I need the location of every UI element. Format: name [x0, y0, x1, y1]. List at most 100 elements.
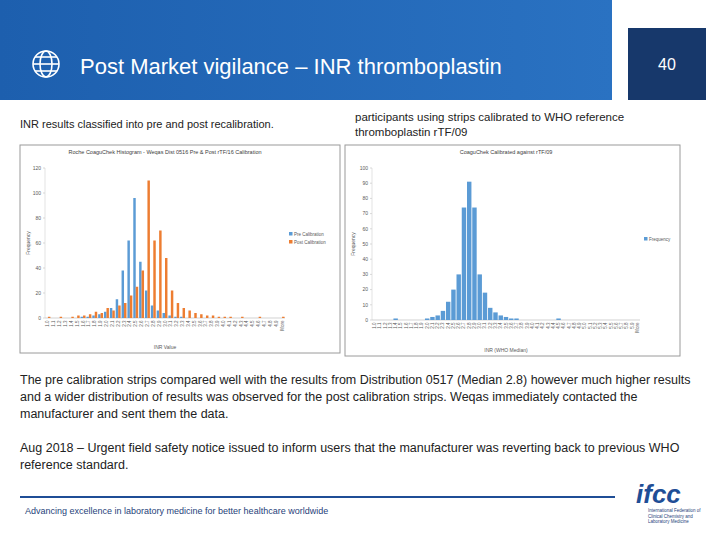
bar	[614, 320, 618, 321]
x-tick-label: 1.3	[388, 322, 393, 329]
x-tick-label: 3.1	[168, 320, 173, 327]
bar	[153, 241, 155, 319]
bar	[425, 318, 429, 320]
bar	[63, 318, 65, 319]
legend-swatch	[289, 240, 293, 244]
footer-text: Advancing excellence in laboratory medic…	[25, 506, 328, 516]
x-tick-label: 1.5	[75, 320, 80, 327]
x-tick-label: 5.8	[624, 322, 629, 329]
caption: participants using strips calibrated to …	[355, 110, 690, 140]
x-tick-label: 5.6	[614, 322, 619, 329]
plot-area	[48, 181, 285, 319]
y-tick-label: 70	[362, 210, 368, 216]
bar	[630, 320, 634, 321]
bar	[598, 320, 602, 321]
y-axis	[45, 168, 46, 318]
bar	[262, 318, 264, 319]
bar	[239, 318, 241, 319]
legend-label: Frequency	[649, 237, 671, 242]
x-tick-label: 5.3	[598, 322, 603, 329]
bar	[625, 320, 629, 321]
bar	[136, 287, 138, 318]
x-tick-label: 3.3	[493, 322, 498, 329]
bar	[157, 311, 159, 319]
y-tick-label: 100	[33, 190, 42, 196]
bar	[221, 318, 223, 319]
bar	[409, 320, 413, 321]
x-tick-label: 3.4	[186, 320, 191, 327]
bar	[215, 318, 217, 319]
x-tick-label: 1.6	[81, 320, 86, 327]
y-tick-label: 20	[362, 286, 368, 292]
x-tick-label: 2.5	[133, 320, 138, 327]
y-axis	[372, 168, 373, 320]
x-tick-label: 2.6	[456, 322, 461, 329]
x-tick-label: 2.9	[157, 320, 162, 327]
x-tick-label: 1.7	[409, 322, 414, 329]
y-tick-label: 50	[362, 241, 368, 247]
bar	[147, 181, 149, 319]
bar	[583, 320, 587, 321]
x-tick-label: 3.6	[198, 320, 203, 327]
bar	[588, 320, 592, 321]
bar	[404, 320, 408, 321]
bar	[65, 318, 67, 319]
x-tick-label: 2.8	[467, 322, 472, 329]
bar	[593, 320, 597, 321]
bar	[227, 318, 229, 319]
x-tick-label: 4.4	[244, 320, 249, 327]
bar	[133, 198, 135, 318]
x-tick-label: 3.5	[504, 322, 509, 329]
x-tick-label: 3.3	[180, 320, 185, 327]
y-tick-label: 20	[35, 290, 41, 296]
bar	[69, 318, 71, 319]
bar	[48, 317, 50, 318]
bar	[499, 315, 503, 320]
y-tick-label: 10	[362, 302, 368, 308]
x-tick-label: 4.3	[239, 320, 244, 327]
y-tick-label: 80	[362, 195, 368, 201]
x-tick-label: 3.9	[215, 320, 220, 327]
bar	[159, 231, 161, 319]
y-tick-label: 60	[35, 240, 41, 246]
x-tick-label: 1.3	[63, 320, 68, 327]
bar	[493, 312, 497, 320]
bar	[98, 314, 100, 318]
bar	[95, 312, 97, 318]
bar	[244, 318, 246, 319]
globe-parallel	[35, 70, 57, 72]
bar	[535, 320, 539, 321]
bar	[270, 318, 272, 319]
bar	[253, 318, 255, 319]
bar	[488, 308, 492, 320]
bar	[124, 303, 126, 318]
x-tick-label: 4.8	[268, 320, 273, 327]
legend-swatch	[289, 232, 293, 236]
bar	[378, 320, 382, 321]
bar	[388, 320, 392, 321]
bar	[89, 314, 91, 318]
bar	[186, 318, 188, 319]
bar	[530, 320, 534, 321]
bar	[145, 291, 147, 319]
bar	[609, 320, 613, 321]
legend-label: Post Calibration	[294, 240, 326, 245]
bar	[572, 320, 576, 321]
bar	[282, 317, 284, 318]
x-tick-label: 5.2	[593, 322, 598, 329]
x-tick-label: 2.8	[151, 320, 156, 327]
bar	[139, 262, 141, 318]
x-tick-label: 2.9	[472, 322, 477, 329]
bar	[51, 318, 53, 319]
y-axis-title: Frequency	[350, 232, 356, 256]
bar	[104, 312, 106, 318]
bar	[218, 317, 220, 318]
logo: ifcc	[636, 479, 681, 509]
x-tick-label: 1.9	[419, 322, 424, 329]
x-tick-label: 2.3	[440, 322, 445, 329]
bar	[256, 318, 258, 319]
bar	[520, 320, 524, 321]
x-tick-label: 1.8	[414, 322, 419, 329]
x-tick-label: 4.5	[250, 320, 255, 327]
x-tick-label: 3.6	[509, 322, 514, 329]
